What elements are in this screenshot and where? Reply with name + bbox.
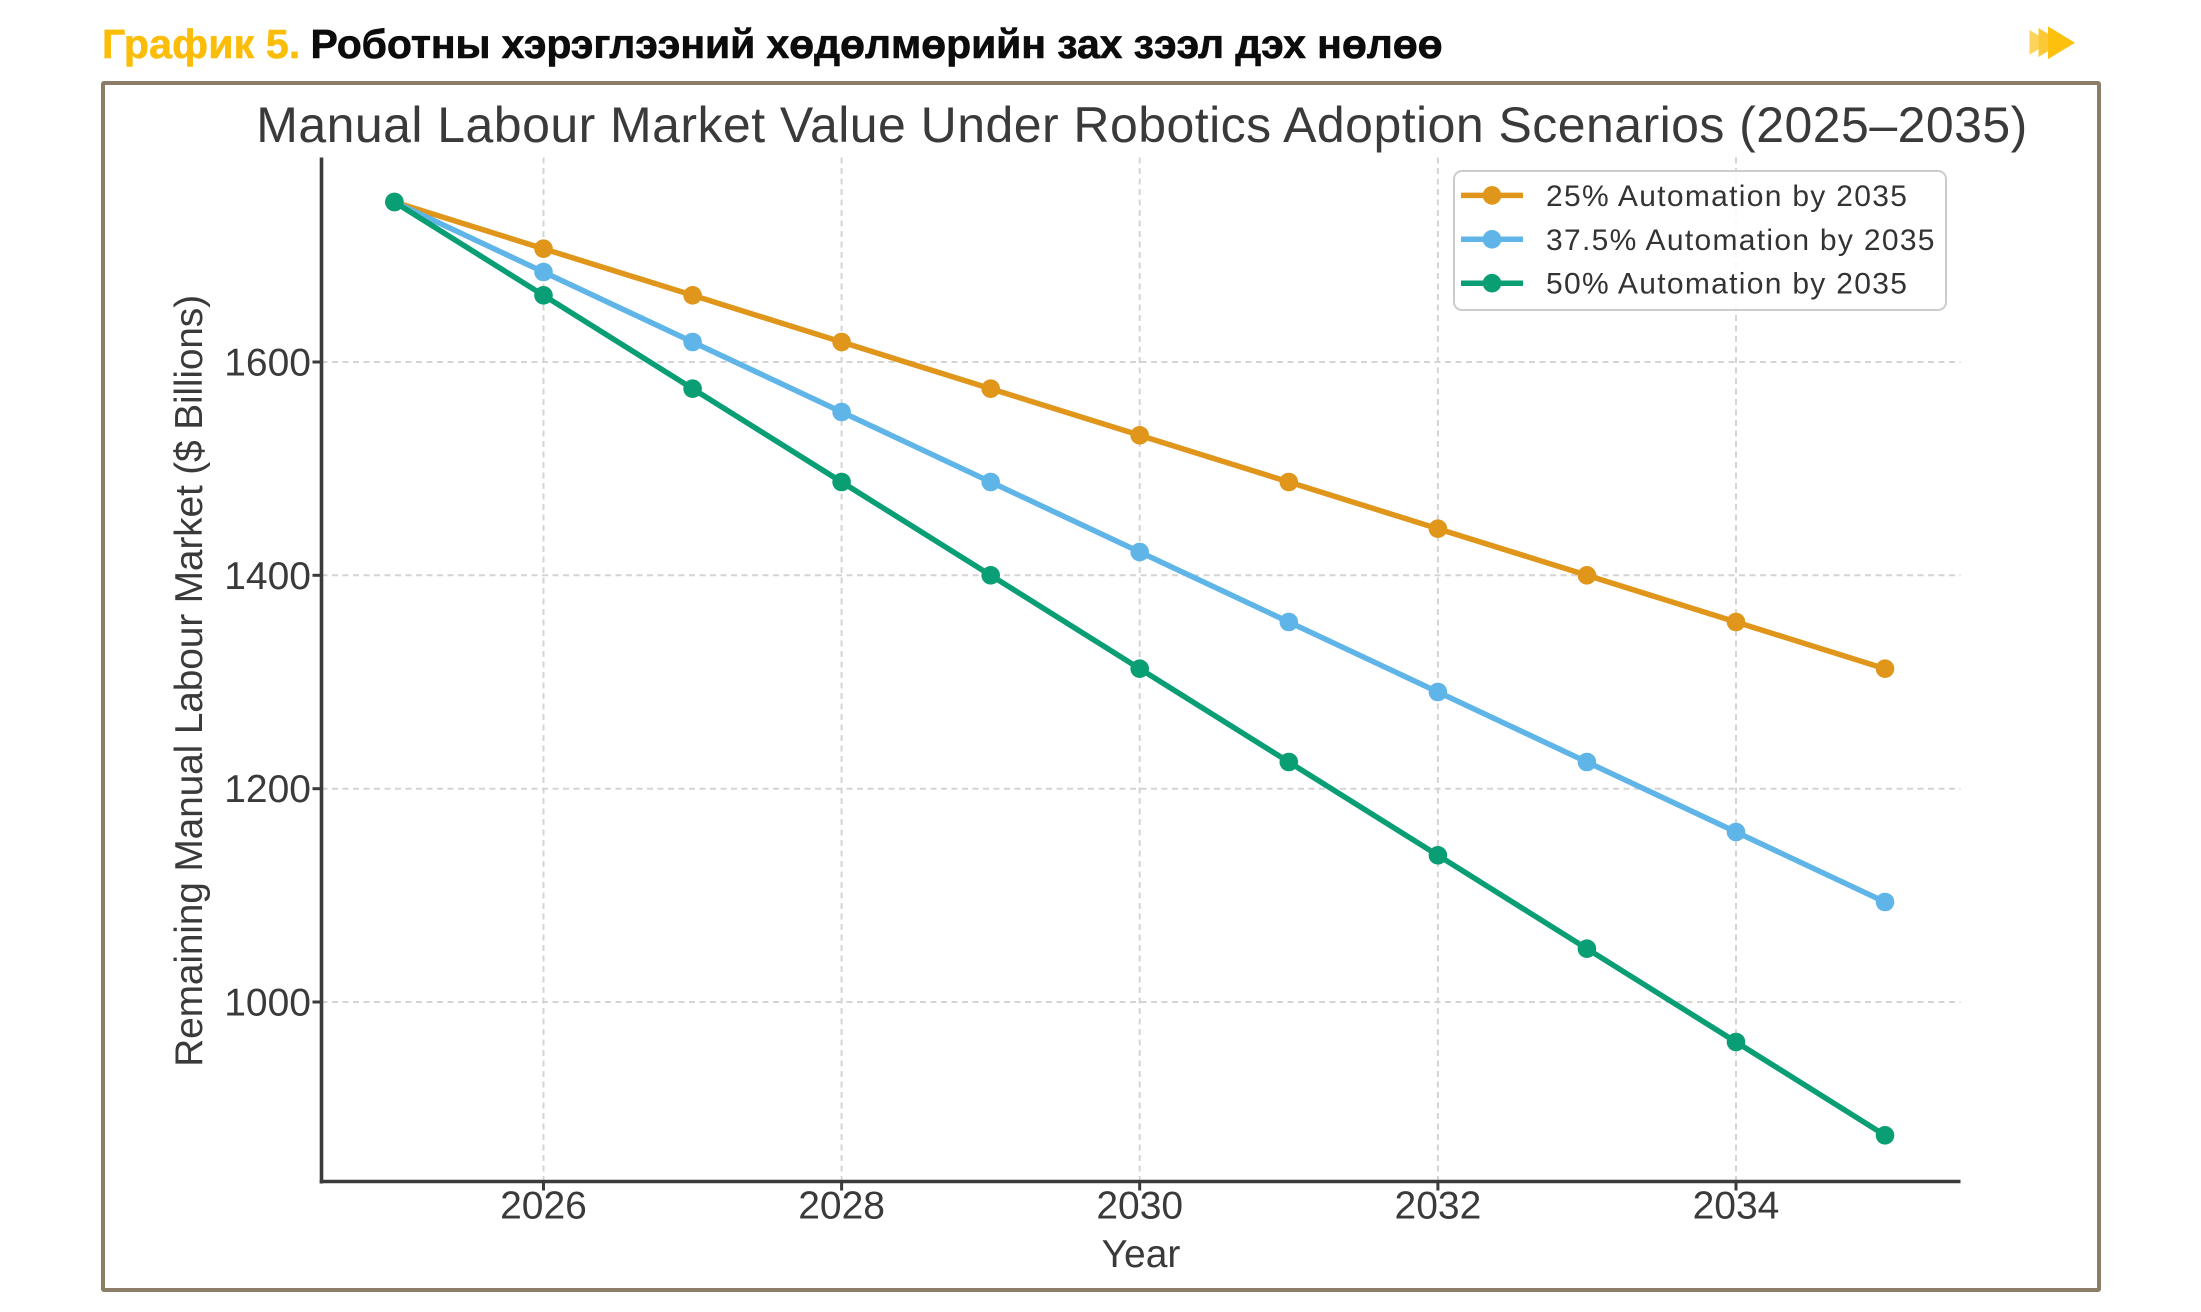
svg-text:1200: 1200 [224, 768, 311, 811]
svg-text:37.5% Automation by 2035: 37.5% Automation by 2035 [1546, 224, 1936, 257]
svg-text:50% Automation by 2035: 50% Automation by 2035 [1546, 268, 1908, 301]
svg-text:25% Automation by 2035: 25% Automation by 2035 [1546, 180, 1908, 213]
svg-text:2032: 2032 [1395, 1185, 1482, 1228]
svg-text:2034: 2034 [1693, 1185, 1780, 1228]
svg-text:Year: Year [1102, 1233, 1181, 1276]
svg-text:2026: 2026 [500, 1185, 587, 1228]
svg-text:Remaining Manual Labour Market: Remaining Manual Labour Market ($ Billio… [168, 295, 211, 1067]
svg-text:2028: 2028 [798, 1185, 885, 1228]
svg-text:2030: 2030 [1096, 1185, 1183, 1228]
svg-text:Manual Labour Market Value Und: Manual Labour Market Value Under Robotic… [256, 97, 2027, 153]
svg-text:1000: 1000 [224, 982, 311, 1025]
svg-text:1400: 1400 [224, 555, 311, 598]
svg-text:1600: 1600 [224, 342, 311, 385]
